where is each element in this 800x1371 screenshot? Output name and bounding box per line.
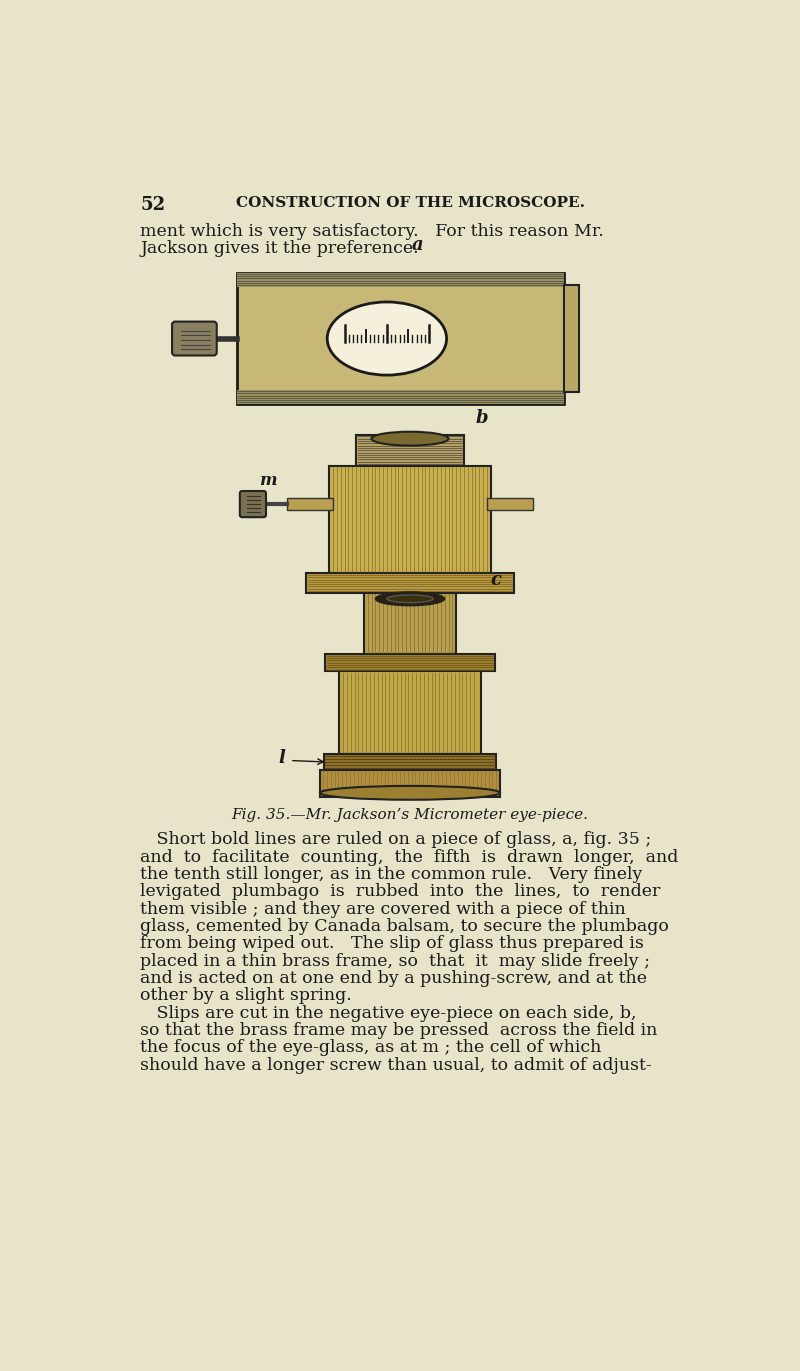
- Bar: [364, 592, 456, 654]
- Text: Short bold lines are ruled on a piece of glass, a, fig. 35 ;: Short bold lines are ruled on a piece of…: [141, 831, 652, 849]
- Text: other by a slight spring.: other by a slight spring.: [141, 987, 352, 1005]
- Text: Fig. 35.—Mr. Jackson’s Micrometer eye-piece.: Fig. 35.—Mr. Jackson’s Micrometer eye-pi…: [231, 809, 589, 823]
- Text: b: b: [475, 409, 488, 428]
- Ellipse shape: [387, 595, 433, 603]
- Ellipse shape: [375, 592, 445, 606]
- Bar: [487, 498, 534, 510]
- Bar: [320, 769, 500, 797]
- FancyBboxPatch shape: [240, 491, 266, 517]
- Bar: [324, 754, 496, 769]
- Ellipse shape: [371, 432, 449, 446]
- Text: and  to  facilitate  counting,  the  fifth  is  drawn  longer,  and: and to facilitate counting, the fifth is…: [141, 849, 679, 865]
- Text: m: m: [258, 472, 276, 488]
- Text: Jackson gives it the preference.: Jackson gives it the preference.: [141, 240, 419, 256]
- Text: placed in a thin brass frame, so  that  it  may slide freely ;: placed in a thin brass frame, so that it…: [141, 953, 650, 969]
- Bar: [339, 672, 481, 754]
- Bar: [306, 573, 514, 592]
- Bar: [329, 466, 491, 573]
- Bar: [237, 273, 564, 404]
- Text: from being wiped out.   The slip of glass thus prepared is: from being wiped out. The slip of glass …: [141, 935, 644, 953]
- Text: and is acted on at one end by a pushing-screw, and at the: and is acted on at one end by a pushing-…: [141, 969, 647, 987]
- Bar: [237, 273, 564, 287]
- Ellipse shape: [320, 786, 500, 799]
- Text: 52: 52: [141, 196, 166, 214]
- Bar: [356, 435, 464, 466]
- Text: a: a: [412, 236, 423, 254]
- Text: should have a longer screw than usual, to admit of adjust-: should have a longer screw than usual, t…: [141, 1057, 652, 1073]
- Bar: [237, 391, 564, 404]
- Text: c: c: [491, 570, 502, 588]
- Text: the focus of the eye-glass, as at m ; the cell of which: the focus of the eye-glass, as at m ; th…: [141, 1039, 602, 1056]
- Bar: [287, 498, 333, 510]
- Bar: [564, 285, 579, 392]
- Text: glass, cemented by Canada balsam, to secure the plumbago: glass, cemented by Canada balsam, to sec…: [141, 919, 670, 935]
- Text: Slips are cut in the negative eye-piece on each side, b,: Slips are cut in the negative eye-piece …: [141, 1005, 637, 1021]
- Text: levigated  plumbago  is  rubbed  into  the  lines,  to  render: levigated plumbago is rubbed into the li…: [141, 883, 661, 901]
- Bar: [326, 654, 494, 672]
- Ellipse shape: [327, 302, 446, 376]
- Text: so that the brass frame may be pressed  across the field in: so that the brass frame may be pressed a…: [141, 1021, 658, 1039]
- Text: ment which is very satisfactory.   For this reason Mr.: ment which is very satisfactory. For thi…: [141, 223, 604, 240]
- FancyBboxPatch shape: [172, 322, 217, 355]
- Text: them visible ; and they are covered with a piece of thin: them visible ; and they are covered with…: [141, 901, 626, 917]
- Text: the tenth still longer, as in the common rule.   Very finely: the tenth still longer, as in the common…: [141, 866, 643, 883]
- Text: CONSTRUCTION OF THE MICROSCOPE.: CONSTRUCTION OF THE MICROSCOPE.: [235, 196, 585, 210]
- Text: l: l: [278, 749, 286, 768]
